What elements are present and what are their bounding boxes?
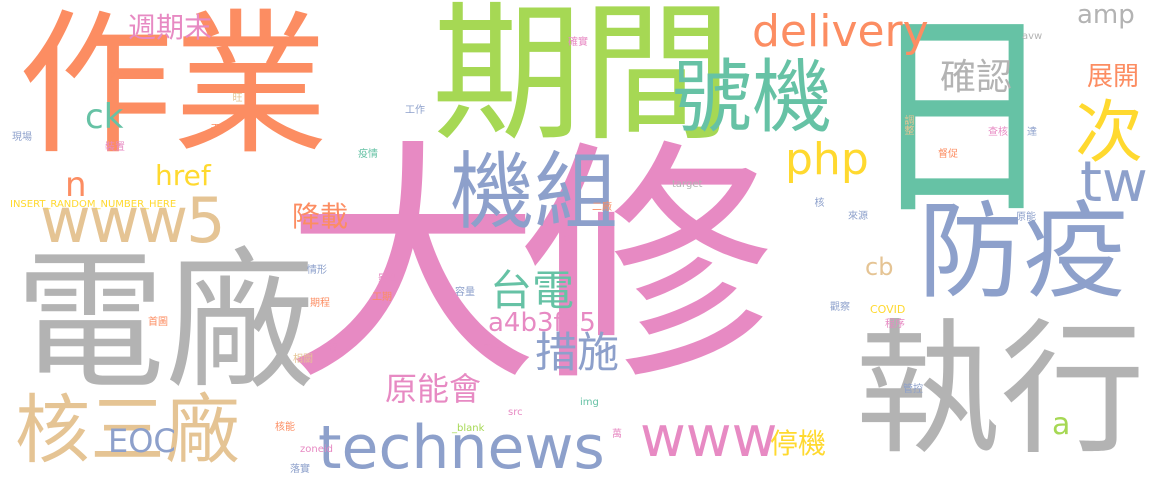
word-amp: amp: [1077, 0, 1135, 30]
word-ting-ji: 停機: [770, 427, 827, 460]
word-qing-xing: 情形: [307, 265, 327, 276]
word-hao-ji: 號機: [672, 51, 832, 144]
word-target: target: [672, 179, 703, 190]
word-da-xiu: 大修: [285, 119, 775, 416]
word-tiao-zheng: 調整: [902, 115, 913, 135]
word-que-shi: 確實: [568, 37, 588, 48]
word-yi-qing: 疫情: [358, 149, 378, 160]
word-gong-qi: 工期: [372, 292, 392, 303]
word-he: 核: [812, 197, 823, 207]
word-he-neng: 核能: [275, 422, 295, 433]
word-cheng-xu: 程序: [885, 319, 905, 330]
word-zuo-ye: 作業: [18, 0, 328, 176]
word-yuan-neng: 原能: [1016, 212, 1036, 223]
word-src: src: [508, 407, 523, 418]
word-blank: _blank: [452, 423, 485, 434]
word-img: img: [580, 397, 599, 408]
word-tw: tw: [1080, 150, 1148, 215]
word-dian-chang: 電廠: [15, 236, 316, 410]
word-wan: 萬: [612, 429, 622, 440]
word-yuan-neng-hui: 原能會: [385, 370, 482, 408]
word-cha-he: 查核: [988, 127, 1008, 138]
word-du-cu: 督促: [938, 149, 958, 160]
word-a: a: [1052, 407, 1071, 442]
word-guan-cha: 觀察: [830, 302, 850, 313]
word-cb: cb: [865, 253, 894, 281]
word-zhou-qi-mo: 週期末: [128, 11, 213, 44]
word-tian: 天: [208, 123, 219, 133]
word-ci: 次: [1075, 94, 1144, 173]
word-covid: COVID: [870, 303, 906, 316]
word-zoneid: zoneid: [300, 444, 333, 455]
word-wai: 外: [108, 68, 119, 78]
word-xiang-guan: 相關: [293, 354, 313, 365]
word-fang-yi: 防疫: [918, 191, 1129, 313]
word-n: n: [65, 165, 87, 205]
word-jun: 均: [563, 235, 573, 246]
word-qi-cheng: 期程: [310, 298, 330, 309]
word-a4b3f35b: a4b3f35b: [488, 308, 613, 338]
word-zhi-xing: 執行: [855, 306, 1145, 475]
word-er-chang: 二廠: [592, 202, 612, 213]
word-gong-zuo: 工作: [405, 105, 425, 116]
word-www5: www5: [40, 184, 226, 257]
word-lai-yuan: 來源: [848, 211, 868, 222]
word-ying-xiang: 影響: [378, 274, 398, 285]
word-rong-liang: 容量: [455, 287, 475, 298]
word-php: php: [785, 134, 869, 185]
word-delivery: delivery: [752, 6, 929, 57]
word-luo-shi: 落實: [290, 464, 310, 475]
word-technews: technews: [318, 413, 605, 482]
word-ck: ck: [85, 97, 124, 137]
word-tai-dian: 台電: [490, 266, 575, 315]
word-shou-tu: 首圖: [148, 317, 168, 328]
word-ri: 日: [868, 0, 1056, 246]
word-zhan-kai: 展開: [1087, 62, 1140, 92]
word-zhuang-zhi: 裝置: [105, 142, 125, 153]
word-ji-zu: 機組: [450, 143, 619, 241]
word-qi-jian: 期間: [432, 0, 733, 162]
word-he-san-chang: 核三廠: [15, 386, 241, 474]
word-que-ren: 確認: [940, 57, 1013, 98]
word-avw: avw: [1022, 31, 1043, 42]
word-eoc: EOC: [108, 422, 176, 460]
word-guan-kong: 管控: [903, 384, 923, 395]
word-yu-gu: 預估: [328, 344, 348, 355]
word-www: www: [640, 405, 778, 470]
word-da: 達: [1027, 127, 1037, 138]
word-yun-zuo: 運作: [480, 344, 500, 355]
word-insert-random-number-here: INSERT_RANDOM_NUMBER_HERE: [10, 199, 177, 210]
word-jiang-zai: 降載: [292, 200, 349, 233]
word-xian-chang: 現場: [12, 132, 32, 143]
word-href: href: [155, 159, 211, 192]
word-wang: 旺: [230, 92, 241, 102]
word-cuo-shi: 措施: [535, 328, 620, 377]
